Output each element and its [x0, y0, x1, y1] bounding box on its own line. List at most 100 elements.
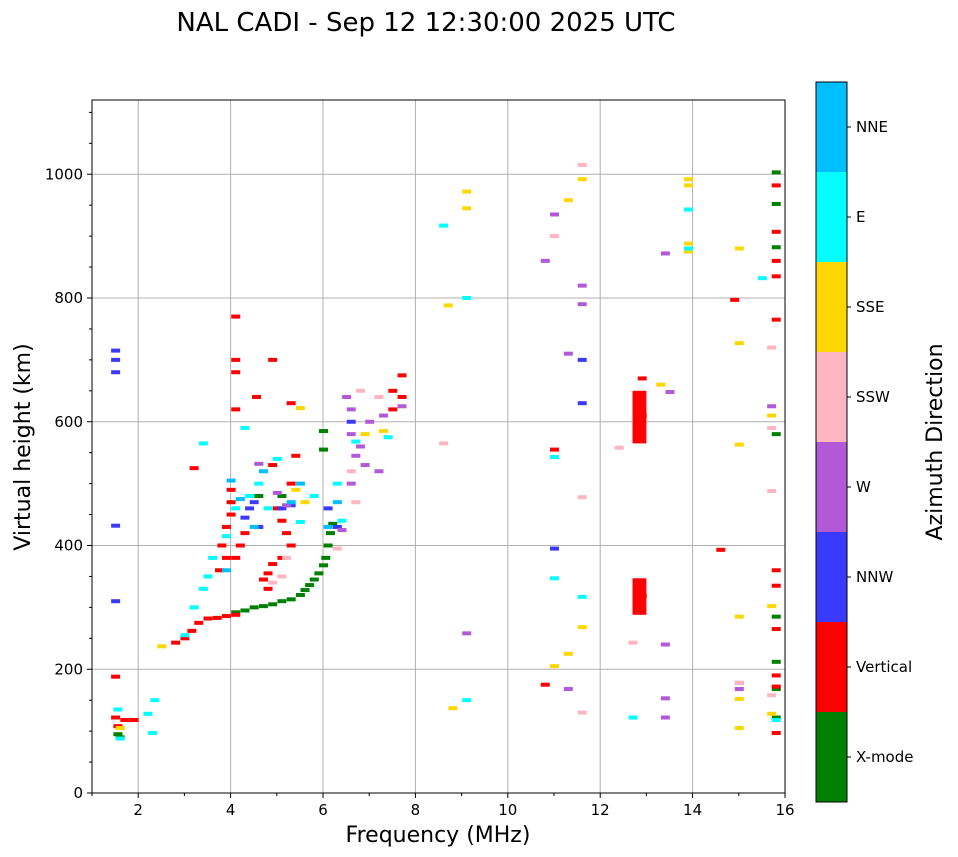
data-point-ssw [577, 162, 587, 167]
colorbar-label-item: W [856, 478, 871, 496]
data-point-e [771, 717, 781, 722]
data-points [111, 162, 781, 741]
y-tick-label: 200 [54, 660, 83, 678]
data-point-vertical [258, 577, 268, 582]
x-tick-label: 2 [133, 801, 143, 819]
data-point-e [351, 439, 361, 444]
data-point-w [660, 715, 670, 720]
data-point-x-mode [309, 577, 319, 582]
data-point-vertical [226, 512, 236, 517]
data-point-e [628, 715, 638, 720]
data-point-e [148, 730, 158, 735]
colorbar-swatch [816, 82, 847, 172]
data-point-w [577, 283, 587, 288]
data-point-nne [323, 524, 333, 529]
data-point-ssw [346, 469, 356, 474]
data-point-sse [295, 406, 305, 411]
data-point-x-mode [240, 608, 250, 613]
data-point-w [550, 212, 559, 217]
data-point-e [240, 425, 250, 430]
data-point-vertical [540, 682, 550, 687]
data-point-sse [379, 429, 389, 434]
colorbar-swatch [816, 532, 847, 622]
data-point-sse [462, 206, 472, 211]
data-point-sse [443, 303, 453, 308]
data-point-vertical [111, 715, 121, 720]
data-point-x-mode [113, 732, 123, 737]
data-point-x-mode [771, 170, 781, 175]
data-point-x-mode [319, 429, 328, 434]
x-axis-ticks: 2 4 6 8 10 12 14 16 [91, 793, 795, 819]
data-point-vertical [771, 583, 781, 588]
data-point-w [346, 407, 356, 412]
data-point-nnw [111, 370, 121, 375]
data-point-sse [563, 198, 573, 203]
data-point-x-mode [249, 605, 259, 610]
data-point-nnw [111, 348, 121, 353]
data-point-vertical [771, 317, 781, 322]
data-point-x-mode [277, 494, 287, 498]
data-point-vertical [771, 673, 781, 678]
data-point-nnw [577, 401, 587, 406]
data-point-ssw [374, 395, 384, 399]
colorbar-label: Azimuth Direction [923, 343, 948, 540]
colorbar-swatch [816, 352, 847, 442]
data-point-vertical [716, 547, 726, 552]
data-point-vertical [268, 357, 278, 362]
data-point-w [660, 642, 670, 647]
data-point-vertical [215, 568, 225, 573]
data-point-sse [577, 625, 587, 630]
data-point-x-mode [771, 201, 781, 206]
x-tick-label: 12 [591, 801, 610, 819]
data-point-nnw [577, 357, 587, 362]
data-point-w [734, 687, 744, 692]
data-point-e [272, 456, 282, 461]
data-point-vertical [277, 518, 287, 523]
data-point-w [374, 469, 384, 474]
data-point-sse [157, 644, 167, 649]
data-point-sse [683, 241, 693, 246]
y-tick-label: 0 [73, 784, 83, 802]
data-point-nne [226, 478, 236, 483]
data-point-x-mode [771, 245, 781, 250]
x-tick-label: 16 [775, 801, 794, 819]
data-point-nne [332, 500, 342, 505]
data-point-sse [734, 726, 744, 731]
data-point-e [332, 481, 342, 486]
data-point-sse [550, 664, 559, 669]
data-point-sse [734, 442, 744, 447]
data-point-x-mode [277, 599, 287, 604]
data-point-vertical [231, 555, 241, 560]
data-point-x-mode [286, 597, 296, 602]
data-point-vertical [212, 615, 222, 620]
colorbar-label-item: NNE [856, 118, 888, 136]
data-point-nnw [111, 599, 121, 604]
data-point-vertical [397, 395, 407, 399]
data-point-vertical [189, 466, 199, 471]
data-point-ssw [351, 500, 361, 505]
data-point-vertical [282, 531, 292, 536]
data-point-vertical [268, 463, 278, 468]
data-point-w [272, 490, 282, 495]
data-point-vertical [231, 407, 241, 412]
data-point-e [203, 574, 213, 579]
chart-title: NAL CADI - Sep 12 12:30:00 2025 UTC [176, 8, 675, 38]
data-point-w [351, 453, 361, 458]
x-tick-label: 10 [498, 801, 517, 819]
data-point-vertical [120, 717, 130, 722]
data-point-vertical [187, 628, 197, 633]
data-point-x-mode [321, 555, 331, 560]
data-point-e [231, 506, 241, 511]
colorbar-frame [815, 81, 848, 803]
data-point-vertical [268, 562, 278, 567]
data-point-x-mode [254, 494, 264, 498]
data-point-vertical [231, 370, 241, 375]
data-point-vertical [111, 674, 121, 679]
data-point-w [365, 419, 375, 424]
data-point-x-mode [258, 604, 268, 609]
data-point-nnw [111, 357, 121, 362]
data-point-vertical [286, 401, 296, 406]
data-point-e [462, 698, 472, 703]
data-point-vertical [180, 636, 190, 641]
data-point-w [563, 351, 573, 356]
